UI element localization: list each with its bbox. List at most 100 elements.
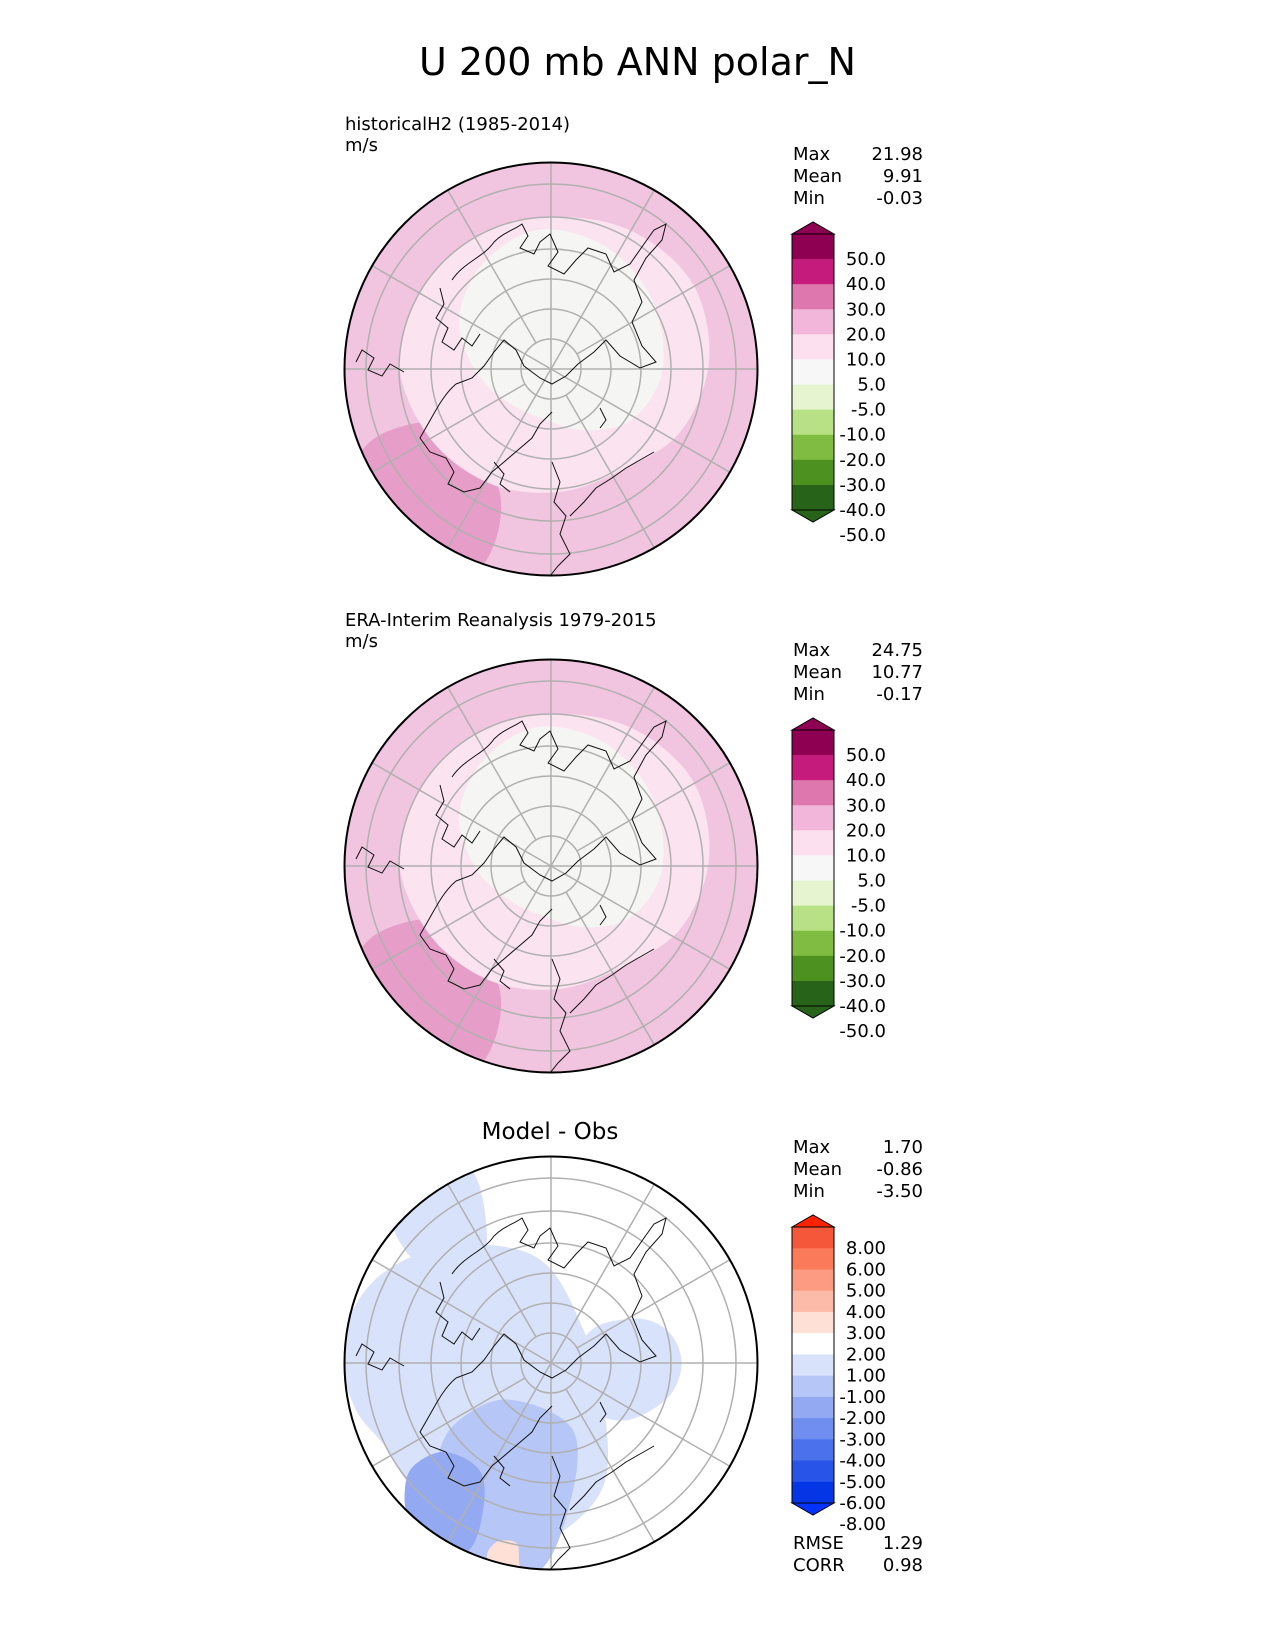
polar-map-reference bbox=[343, 658, 759, 1074]
map-field bbox=[344, 162, 758, 576]
colorbar-extend-min bbox=[790, 1005, 836, 1019]
colorbar-tick-label: -5.0 bbox=[851, 896, 886, 917]
colorbar-segment bbox=[792, 855, 834, 882]
colorbar-tick-label: 40.0 bbox=[846, 770, 886, 791]
colorbar-segment bbox=[792, 805, 834, 831]
graticule bbox=[344, 659, 758, 1073]
colorbar-segment bbox=[792, 1354, 834, 1377]
coastlines bbox=[355, 720, 667, 1073]
stat-max: Max 1.70 bbox=[793, 1137, 923, 1158]
colorbar-tick-label: 8.00 bbox=[846, 1238, 886, 1259]
stats-block-diff: Max 1.70 Mean -0.86 Min -3.50 bbox=[793, 1137, 923, 1203]
colorbar-segment bbox=[792, 830, 834, 856]
colorbar-tick-label: -6.00 bbox=[839, 1493, 886, 1514]
colorbar-tick-label: 50.0 bbox=[846, 745, 886, 766]
stat-mean: Mean 9.91 bbox=[793, 166, 923, 187]
colorbar-segment bbox=[792, 409, 834, 436]
figure-title: U 200 mb ANN polar_N bbox=[419, 40, 856, 84]
colorbar-tick-label: 3.00 bbox=[846, 1323, 886, 1344]
colorbar-segment bbox=[792, 334, 834, 360]
colorbar-tick-label: 4.00 bbox=[846, 1302, 886, 1323]
colorbar-segment bbox=[792, 1439, 834, 1462]
colorbar-segment bbox=[792, 955, 834, 982]
colorbar-tick-label: -1.00 bbox=[839, 1387, 886, 1408]
map-boundary bbox=[343, 161, 759, 577]
colorbar-tick-label: -2.00 bbox=[839, 1408, 886, 1429]
colorbar-tick-label: -50.0 bbox=[839, 1021, 886, 1042]
colorbar-frame bbox=[791, 233, 835, 511]
map-boundary bbox=[343, 1155, 759, 1571]
stat-corr: CORR 0.98 bbox=[793, 1555, 923, 1576]
colorbar-segment bbox=[792, 930, 834, 957]
field-pos-region bbox=[486, 1540, 522, 1570]
colorbar-extend-max bbox=[790, 717, 836, 731]
colorbar-tick-label: -5.00 bbox=[839, 1472, 886, 1493]
map-boundary bbox=[343, 658, 759, 1074]
colorbar-reference: 50.0 40.0 30.0 20.0 10.0 5.0 -5.0 -10.0 -20.0 -30… bbox=[790, 717, 886, 1042]
colorbar-extend-max bbox=[790, 1214, 836, 1228]
colorbar-tick-label: -10.0 bbox=[839, 921, 886, 942]
polar-map-diff bbox=[343, 1155, 759, 1571]
colorbar-tick-label: -3.00 bbox=[839, 1429, 886, 1450]
panel-title-diff: Model - Obs bbox=[481, 1119, 619, 1145]
stat-rmse: RMSE 1.29 bbox=[793, 1533, 923, 1554]
colorbar-segment bbox=[792, 234, 834, 260]
colorbar-tick-label: 5.0 bbox=[857, 375, 886, 396]
panel-title-reference: ERA-Interim Reanalysis 1979-2015 m/s bbox=[345, 610, 657, 652]
colorbar-segment bbox=[792, 1311, 834, 1334]
field-calm-core bbox=[458, 229, 664, 431]
polar-map-test bbox=[343, 161, 759, 577]
colorbar-segment bbox=[792, 1269, 834, 1292]
colorbar-segment bbox=[792, 780, 834, 806]
colorbar-tick-label: -50.0 bbox=[839, 525, 886, 546]
stat-mean: Mean 10.77 bbox=[793, 662, 923, 683]
colorbar-tick-label: -30.0 bbox=[839, 475, 886, 496]
colorbar-tick-label: -20.0 bbox=[839, 450, 886, 471]
stat-mean: Mean -0.86 bbox=[793, 1159, 923, 1180]
graticule bbox=[344, 162, 758, 576]
colorbar-segment bbox=[792, 259, 834, 285]
panel-title-line1: ERA-Interim Reanalysis 1979-2015 bbox=[345, 610, 657, 631]
colorbar-frame bbox=[791, 1226, 835, 1504]
colorbar-diff: 8.006.005.004.003.002.001.00-1.00-2.00-3… bbox=[790, 1214, 886, 1535]
field-neg-region-max bbox=[404, 1451, 485, 1553]
colorbar-segment bbox=[792, 309, 834, 335]
colorbar-frame bbox=[791, 729, 835, 1007]
panel-units: m/s bbox=[345, 631, 378, 652]
colorbar-segment bbox=[792, 755, 834, 781]
stats-block-test: Max 21.98 Mean 9.91 Min -0.03 bbox=[793, 144, 923, 210]
panel-test: historicalH2 (1985-2014) m/s Max 21.98 Me… bbox=[0, 0, 1275, 577]
colorbar-segment bbox=[792, 1481, 834, 1504]
stat-max: Max 21.98 bbox=[793, 144, 923, 165]
colorbar-tick-label: 1.00 bbox=[846, 1366, 886, 1387]
colorbar-segment bbox=[792, 459, 834, 486]
panel-diff: Model - Obs Max 1.70 Mean -0.86 Min -3.50 8… bbox=[0, 0, 1275, 1576]
field-calm-core bbox=[458, 726, 664, 928]
colorbar-tick-label: -10.0 bbox=[839, 425, 886, 446]
colorbar-tick-label: 20.0 bbox=[846, 820, 886, 841]
colorbar-segment bbox=[792, 359, 834, 386]
colorbar-tick-label: 20.0 bbox=[846, 324, 886, 345]
stat-min: Min -0.03 bbox=[793, 188, 923, 209]
colorbar-extend-min bbox=[790, 1502, 836, 1516]
stat-max: Max 24.75 bbox=[793, 640, 923, 661]
colorbar-segment bbox=[792, 1227, 834, 1249]
colorbar-segment bbox=[792, 1375, 834, 1398]
colorbar-tick-label: -5.0 bbox=[851, 400, 886, 421]
colorbar-segment bbox=[792, 1248, 834, 1270]
colorbar-segment bbox=[792, 484, 834, 511]
panel-units: m/s bbox=[345, 135, 378, 156]
stats-block-reference: Max 24.75 Mean 10.77 Min -0.17 bbox=[793, 640, 923, 706]
panel-title-test: historicalH2 (1985-2014) m/s bbox=[345, 114, 570, 156]
colorbar-segment bbox=[792, 1396, 834, 1419]
colorbar-segment bbox=[792, 284, 834, 310]
coastlines bbox=[355, 223, 667, 576]
colorbar-test: 50.0 40.0 30.0 20.0 10.0 5.0 -5.0 -10.0 -20.0 -30… bbox=[790, 221, 886, 546]
colorbar-segment bbox=[792, 730, 834, 756]
map-field bbox=[344, 1156, 758, 1570]
colorbar-tick-label: 50.0 bbox=[846, 249, 886, 270]
colorbar-tick-label: 40.0 bbox=[846, 274, 886, 295]
field-neg-region-east bbox=[559, 1318, 682, 1421]
colorbar-segment bbox=[792, 1460, 834, 1483]
colorbar-tick-label: -30.0 bbox=[839, 971, 886, 992]
